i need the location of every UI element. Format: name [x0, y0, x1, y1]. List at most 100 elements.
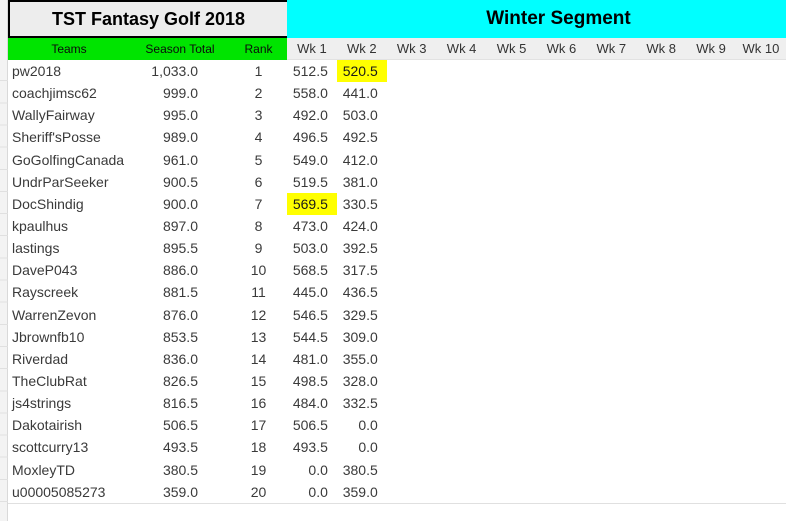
- week-score-cell: [736, 237, 786, 259]
- week-score-cell: [487, 171, 537, 193]
- week-score-cell: [686, 459, 736, 481]
- week-score-cell: [586, 104, 636, 126]
- week-score-cell: [387, 60, 437, 82]
- week-score-cell: 380.5: [342, 461, 378, 478]
- rank-cell: 5: [254, 151, 263, 168]
- week-score-cell: 309.0: [342, 328, 378, 345]
- week-score-cell: [387, 82, 437, 104]
- week-score-cell: [736, 414, 786, 436]
- week-score-cell: [437, 436, 487, 458]
- week-score-cell: 436.5: [342, 284, 378, 301]
- segment-title-cell: Winter Segment: [287, 0, 786, 38]
- week-score-cell: [586, 436, 636, 458]
- week-score-cell: [536, 436, 586, 458]
- column-header-week: Wk 2: [347, 41, 377, 56]
- week-score-cell: [736, 149, 786, 171]
- league-title-cell: TST Fantasy Golf 2018: [8, 0, 287, 38]
- week-score-cell: [536, 149, 586, 171]
- week-score-cell: 492.0: [292, 107, 328, 124]
- week-score-cell: [437, 104, 487, 126]
- week-score-cell: [437, 215, 487, 237]
- season-total-cell: 359.0: [162, 483, 198, 500]
- week-score-cell: [536, 60, 586, 82]
- week-score-cell: [636, 326, 686, 348]
- week-score-cell: [686, 392, 736, 414]
- week-score-cell: 519.5: [292, 173, 328, 190]
- team-name-cell: TheClubRat: [12, 372, 87, 389]
- rank-cell: 13: [250, 328, 267, 345]
- league-title: TST Fantasy Golf 2018: [51, 8, 246, 29]
- week-score-cell: [387, 149, 437, 171]
- week-score-cell: [387, 259, 437, 281]
- week-score-cell: [586, 414, 636, 436]
- rank-cell: 1: [254, 63, 263, 79]
- week-score-cell: [536, 459, 586, 481]
- week-score-cell: 412.0: [342, 151, 378, 168]
- week-score-cell: [487, 82, 537, 104]
- week-score-cell: [686, 348, 736, 370]
- week-score-cell: [536, 237, 586, 259]
- team-name-cell: DocShindig: [12, 195, 84, 212]
- week-score-cell: [736, 193, 786, 215]
- week-score-cell: [387, 348, 437, 370]
- rank-cell: 17: [250, 417, 267, 434]
- column-header-week: Wk 9: [696, 41, 726, 56]
- week-score-cell: [736, 370, 786, 392]
- week-score-cell: [586, 215, 636, 237]
- season-total-cell: 881.5: [162, 284, 198, 301]
- column-header-week: Wk 6: [546, 41, 577, 56]
- week-score-cell: [586, 481, 636, 503]
- rank-cell: 2: [254, 85, 263, 102]
- week-score-cell: [536, 281, 586, 303]
- week-score-cell: [736, 481, 786, 503]
- week-score-cell: 520.5: [336, 60, 387, 83]
- week-score-cell: 492.5: [342, 129, 378, 146]
- week-score-cell: [487, 414, 537, 436]
- week-score-cell: [636, 481, 686, 503]
- column-header-week: Wk 1: [297, 41, 327, 56]
- week-score-cell: [686, 237, 736, 259]
- week-score-cell: [387, 459, 437, 481]
- week-score-cell: [437, 281, 487, 303]
- week-score-cell: [586, 370, 636, 392]
- week-score-cell: [636, 104, 686, 126]
- rank-cell: 8: [254, 217, 263, 234]
- week-score-cell: [387, 481, 437, 503]
- team-name-cell: UndrParSeeker: [12, 173, 109, 190]
- team-name-cell: Sheriff'sPosse: [12, 129, 101, 146]
- week-score-cell: [536, 481, 586, 503]
- week-score-cell: [636, 281, 686, 303]
- week-score-cell: 359.0: [342, 483, 378, 500]
- week-score-cell: 569.5: [287, 192, 337, 215]
- column-header-rank: Rank: [244, 42, 273, 56]
- week-score-cell: [736, 281, 786, 303]
- rank-cell: 16: [250, 395, 267, 412]
- week-score-cell: 512.5: [292, 63, 328, 79]
- team-name-cell: WarrenZevon: [12, 306, 97, 323]
- week-score-cell: 549.0: [292, 151, 328, 168]
- week-score-cell: [686, 82, 736, 104]
- week-score-cell: [586, 259, 636, 281]
- week-score-cell: 355.0: [342, 350, 378, 367]
- week-score-cell: [686, 436, 736, 458]
- week-score-cell: [736, 392, 786, 414]
- week-score-cell: 330.5: [342, 195, 378, 212]
- week-score-cell: 506.5: [292, 417, 328, 434]
- week-score-cell: 0.0: [308, 483, 328, 500]
- week-score-cell: [536, 126, 586, 148]
- week-score-cell: [586, 82, 636, 104]
- week-score-cell: [586, 392, 636, 414]
- week-score-cell: [387, 304, 437, 326]
- week-score-cell: [387, 414, 437, 436]
- column-header-season-total: Season Total: [145, 42, 215, 56]
- week-score-cell: [686, 259, 736, 281]
- team-name-cell: MoxleyTD: [12, 461, 76, 478]
- week-score-cell: [686, 193, 736, 215]
- week-score-cell: [686, 304, 736, 326]
- week-score-cell: 558.0: [292, 85, 328, 102]
- season-total-cell: 897.0: [162, 217, 198, 234]
- segment-title: Winter Segment: [486, 8, 631, 29]
- week-score-cell: [387, 370, 437, 392]
- week-score-cell: [586, 126, 636, 148]
